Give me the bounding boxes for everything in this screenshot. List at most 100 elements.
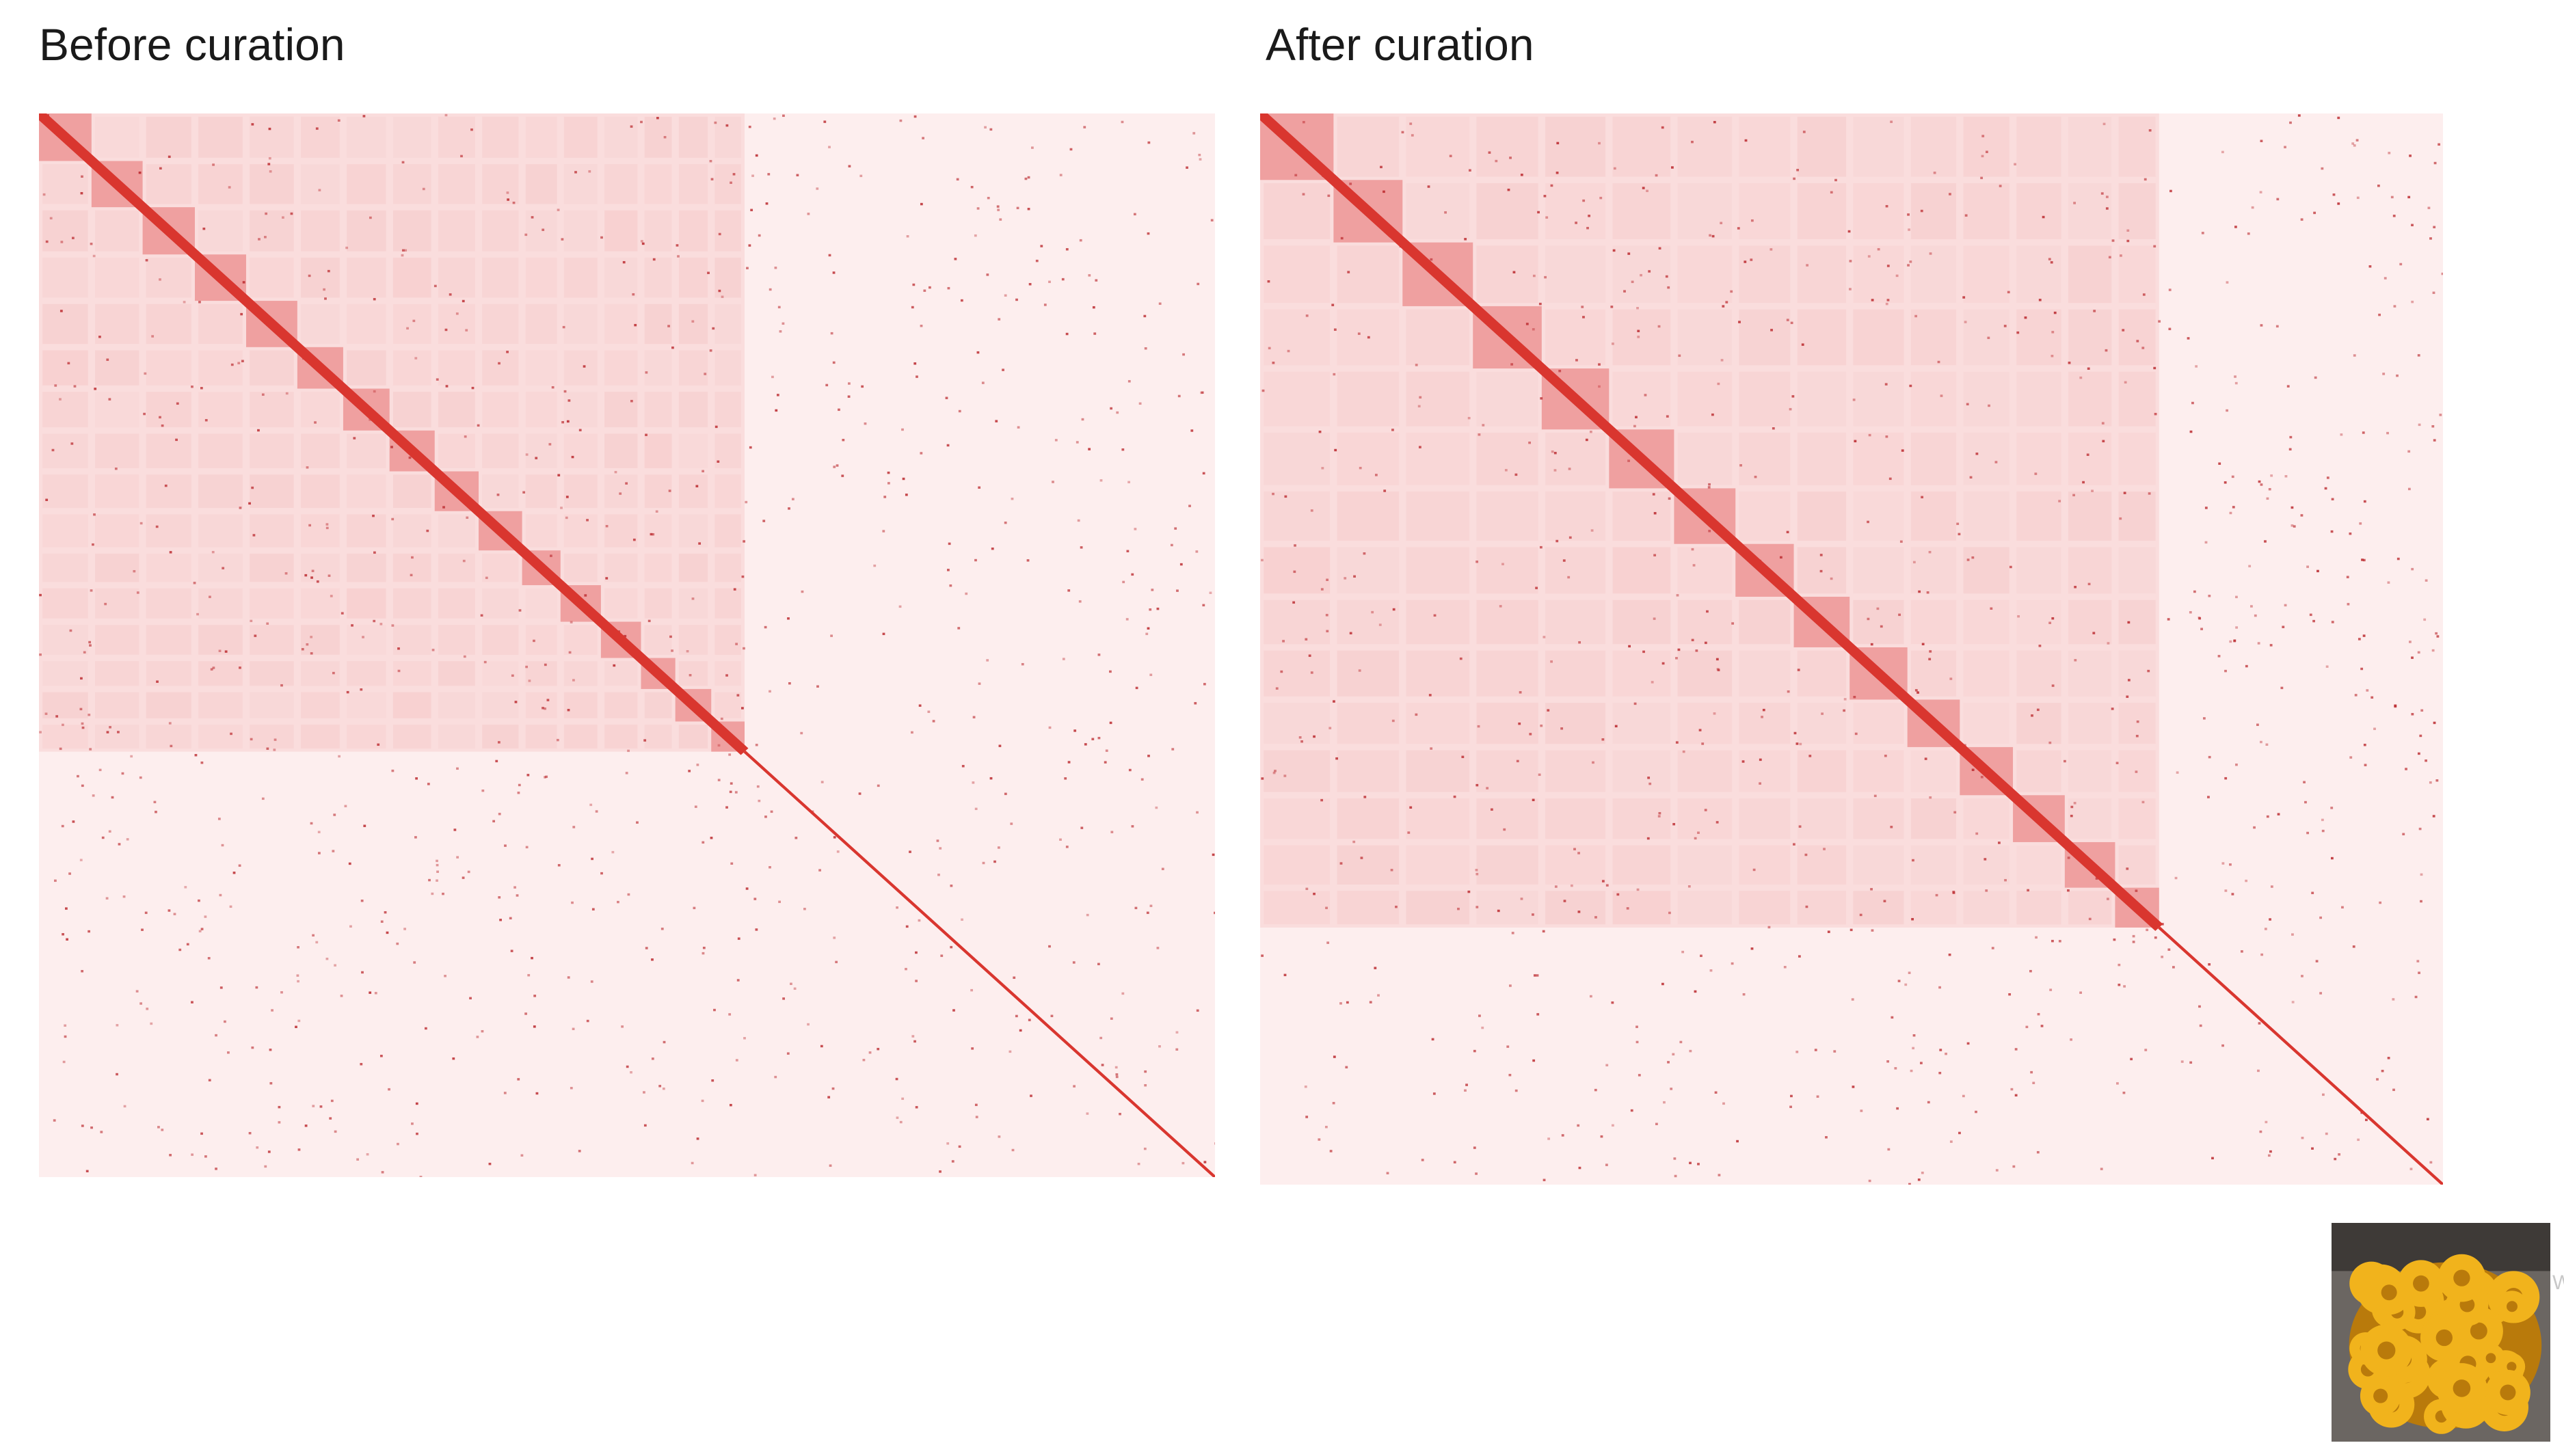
contact-speckle [483,660,487,664]
inter-chromosome-block [2118,703,2156,744]
contact-speckle [2127,621,2131,624]
contact-speckle [2235,595,2238,599]
contact-speckle [2432,815,2435,818]
inter-chromosome-block [2068,491,2112,541]
inter-chromosome-block [95,116,139,158]
contact-speckle [1801,343,1804,346]
contact-speckle [803,908,806,911]
inter-chromosome-block [301,625,340,655]
contact-speckle [1717,382,1720,386]
contact-speckle [194,754,198,757]
contact-speckle [621,1025,624,1028]
inter-chromosome-block [1545,703,1606,744]
contact-speckle [2420,900,2422,903]
inter-chromosome-block [482,474,519,509]
contact-speckle [1542,930,1545,933]
contact-speckle [1890,120,1893,123]
inter-chromosome-block [1910,309,1957,366]
contact-speckle [1651,681,1654,684]
inter-chromosome-block [2118,371,2156,427]
polyp-mouth [2507,1301,2518,1312]
contact-speckle [2429,237,2432,240]
contact-speckle [456,767,459,770]
inter-chromosome-block [42,661,88,686]
contact-speckle [2260,483,2263,486]
contact-speckle [477,424,480,427]
inter-chromosome-block [438,210,475,252]
contact-speckle [696,1137,699,1140]
contact-speckle [1779,556,1782,559]
contact-speckle [1161,867,1164,870]
contact-speckle [1909,384,1912,388]
inter-chromosome-block [604,392,638,428]
contact-speckle [1347,271,1350,273]
inter-chromosome-block [1476,798,1538,839]
contact-speckle [1646,837,1650,840]
contact-speckle [1823,848,1826,850]
contact-speckle [957,627,961,630]
contact-speckle [1966,1042,1970,1045]
contact-speckle [2174,876,2178,880]
contact-speckle [1214,1142,1215,1145]
inter-chromosome-block [146,625,191,655]
contact-speckle [2409,641,2412,643]
inter-chromosome-block [198,588,243,619]
contact-speckle [1886,299,1890,301]
contact-speckle [444,113,448,117]
contact-speckle [1971,556,1975,559]
inter-chromosome-block [95,692,139,718]
contact-speckle [696,764,699,766]
contact-speckle [1798,955,1801,958]
contact-speckle [1870,643,1873,646]
inter-chromosome-block [198,474,243,509]
contact-speckle [748,244,751,247]
contact-speckle [807,213,810,215]
contact-speckle [1203,1161,1207,1163]
contact-speckle [2202,717,2206,720]
contact-speckle [2425,579,2428,582]
contact-speckle [2135,770,2138,773]
contact-speckle [2037,1012,2040,1016]
contact-speckle [549,554,552,557]
contact-speckle [2146,928,2149,932]
inter-chromosome-block [1476,491,1538,541]
contact-speckle [1575,359,1578,362]
contact-speckle [377,743,380,746]
contact-speckle [1907,264,1910,267]
contact-speckle [1854,440,1857,443]
contact-speckle [1883,900,1886,902]
inter-chromosome-block [2016,547,2061,594]
contact-speckle [2301,975,2303,978]
contact-speckle [1666,415,1669,418]
contact-speckle [970,185,974,189]
contact-speckle [1750,947,1754,950]
contact-speckle [2289,435,2293,439]
contact-speckle [823,120,827,123]
contact-speckle [1065,846,1069,848]
contact-speckle [950,945,953,949]
contact-speckle [1433,614,1437,617]
contact-speckle [1134,528,1137,530]
contact-speckle [920,325,923,327]
contact-speckle [1419,396,1422,399]
contact-speckle [1691,140,1694,144]
contact-speckle [645,433,647,436]
inter-chromosome-block [1963,845,2009,885]
contact-speckle [1371,610,1374,614]
contact-speckle [1958,532,1961,536]
contact-speckle [2361,558,2364,561]
contact-speckle [709,159,712,163]
contact-speckle [88,714,91,716]
contact-speckle [1908,971,1911,974]
contact-speckle [775,409,778,412]
contact-speckle [1274,770,1277,772]
contact-speckle [1627,252,1631,255]
contact-speckle [379,1055,383,1057]
contact-speckle [2371,696,2374,699]
contact-speckle [2441,272,2443,275]
inter-chromosome-block [1476,891,1538,925]
inter-chromosome-block [1545,798,1606,839]
contact-speckle [261,393,265,396]
contact-speckle [2356,196,2360,200]
contact-speckle [531,956,533,960]
